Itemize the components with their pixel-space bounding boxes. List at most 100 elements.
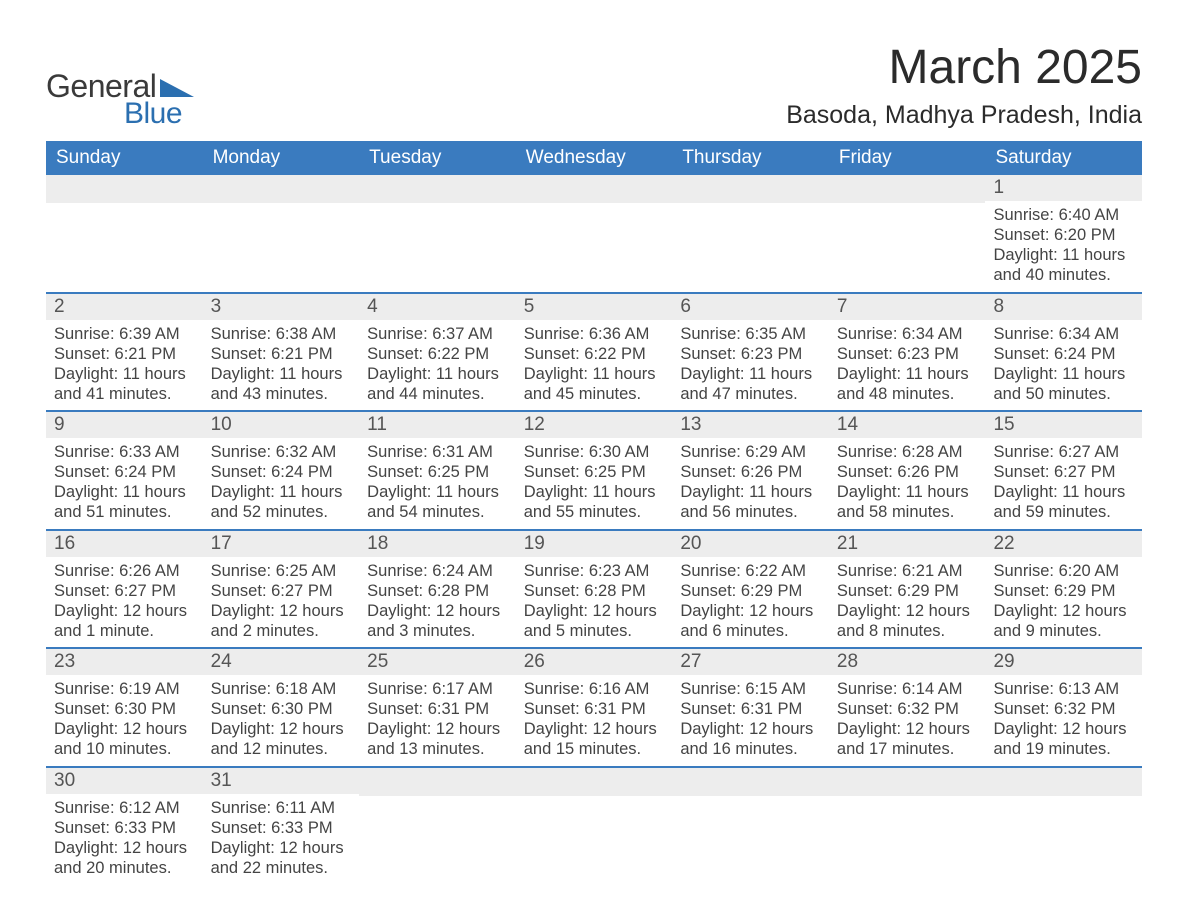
sunset-text: Sunset: 6:27 PM [993, 462, 1134, 482]
daylight-line2: and 20 minutes. [54, 858, 195, 878]
sunset-text: Sunset: 6:27 PM [211, 581, 352, 601]
day-number: 22 [985, 531, 1142, 557]
day-cell: 23Sunrise: 6:19 AMSunset: 6:30 PMDayligh… [46, 649, 203, 766]
sunset-text: Sunset: 6:21 PM [54, 344, 195, 364]
day-details: Sunrise: 6:40 AMSunset: 6:20 PMDaylight:… [985, 201, 1142, 292]
sunrise-text: Sunrise: 6:32 AM [211, 442, 352, 462]
sunrise-text: Sunrise: 6:14 AM [837, 679, 978, 699]
week-row: 2Sunrise: 6:39 AMSunset: 6:21 PMDaylight… [46, 292, 1142, 411]
sunrise-text: Sunrise: 6:12 AM [54, 798, 195, 818]
daylight-line2: and 50 minutes. [993, 384, 1134, 404]
day-details: Sunrise: 6:25 AMSunset: 6:27 PMDaylight:… [203, 557, 360, 648]
sunset-text: Sunset: 6:32 PM [993, 699, 1134, 719]
sunrise-text: Sunrise: 6:31 AM [367, 442, 508, 462]
day-number [829, 768, 986, 796]
sunrise-text: Sunrise: 6:28 AM [837, 442, 978, 462]
sunset-text: Sunset: 6:30 PM [211, 699, 352, 719]
daylight-line1: Daylight: 11 hours [211, 482, 352, 502]
daylight-line1: Daylight: 12 hours [680, 601, 821, 621]
daylight-line1: Daylight: 11 hours [54, 364, 195, 384]
sunset-text: Sunset: 6:28 PM [367, 581, 508, 601]
weekday-header-cell: Wednesday [516, 141, 673, 175]
sunset-text: Sunset: 6:20 PM [993, 225, 1134, 245]
day-cell: 28Sunrise: 6:14 AMSunset: 6:32 PMDayligh… [829, 649, 986, 766]
sunset-text: Sunset: 6:23 PM [680, 344, 821, 364]
daylight-line2: and 19 minutes. [993, 739, 1134, 759]
day-number: 23 [46, 649, 203, 675]
day-cell: 4Sunrise: 6:37 AMSunset: 6:22 PMDaylight… [359, 294, 516, 411]
day-number [359, 175, 516, 203]
daylight-line1: Daylight: 11 hours [680, 482, 821, 502]
daylight-line1: Daylight: 11 hours [54, 482, 195, 502]
day-details: Sunrise: 6:24 AMSunset: 6:28 PMDaylight:… [359, 557, 516, 648]
sunset-text: Sunset: 6:31 PM [367, 699, 508, 719]
daylight-line2: and 13 minutes. [367, 739, 508, 759]
day-details: Sunrise: 6:23 AMSunset: 6:28 PMDaylight:… [516, 557, 673, 648]
daylight-line1: Daylight: 12 hours [993, 601, 1134, 621]
day-details: Sunrise: 6:14 AMSunset: 6:32 PMDaylight:… [829, 675, 986, 766]
day-number: 20 [672, 531, 829, 557]
day-number [359, 768, 516, 796]
day-cell: 15Sunrise: 6:27 AMSunset: 6:27 PMDayligh… [985, 412, 1142, 529]
day-number: 31 [203, 768, 360, 794]
daylight-line1: Daylight: 11 hours [367, 364, 508, 384]
sunset-text: Sunset: 6:22 PM [524, 344, 665, 364]
daylight-line1: Daylight: 12 hours [54, 838, 195, 858]
daylight-line1: Daylight: 12 hours [837, 601, 978, 621]
daylight-line2: and 43 minutes. [211, 384, 352, 404]
sunset-text: Sunset: 6:21 PM [211, 344, 352, 364]
daylight-line2: and 3 minutes. [367, 621, 508, 641]
day-number: 10 [203, 412, 360, 438]
day-details: Sunrise: 6:20 AMSunset: 6:29 PMDaylight:… [985, 557, 1142, 648]
week-row: 16Sunrise: 6:26 AMSunset: 6:27 PMDayligh… [46, 529, 1142, 648]
day-details: Sunrise: 6:28 AMSunset: 6:26 PMDaylight:… [829, 438, 986, 529]
daylight-line2: and 52 minutes. [211, 502, 352, 522]
day-cell: 24Sunrise: 6:18 AMSunset: 6:30 PMDayligh… [203, 649, 360, 766]
sunset-text: Sunset: 6:29 PM [993, 581, 1134, 601]
daylight-line2: and 41 minutes. [54, 384, 195, 404]
day-cell: 22Sunrise: 6:20 AMSunset: 6:29 PMDayligh… [985, 531, 1142, 648]
day-number: 5 [516, 294, 673, 320]
day-details: Sunrise: 6:18 AMSunset: 6:30 PMDaylight:… [203, 675, 360, 766]
sunset-text: Sunset: 6:28 PM [524, 581, 665, 601]
daylight-line2: and 1 minute. [54, 621, 195, 641]
day-cell: 21Sunrise: 6:21 AMSunset: 6:29 PMDayligh… [829, 531, 986, 648]
day-number: 29 [985, 649, 1142, 675]
sunrise-text: Sunrise: 6:24 AM [367, 561, 508, 581]
daylight-line2: and 9 minutes. [993, 621, 1134, 641]
sunrise-text: Sunrise: 6:38 AM [211, 324, 352, 344]
weekday-header-cell: Monday [203, 141, 360, 175]
logo: General Blue [46, 40, 194, 131]
day-number [203, 175, 360, 203]
day-cell: 3Sunrise: 6:38 AMSunset: 6:21 PMDaylight… [203, 294, 360, 411]
sunset-text: Sunset: 6:25 PM [524, 462, 665, 482]
day-details: Sunrise: 6:36 AMSunset: 6:22 PMDaylight:… [516, 320, 673, 411]
sunset-text: Sunset: 6:29 PM [680, 581, 821, 601]
daylight-line1: Daylight: 12 hours [524, 601, 665, 621]
week-row: 30Sunrise: 6:12 AMSunset: 6:33 PMDayligh… [46, 766, 1142, 885]
sunrise-text: Sunrise: 6:39 AM [54, 324, 195, 344]
weekday-header-row: SundayMondayTuesdayWednesdayThursdayFrid… [46, 141, 1142, 175]
weekday-header-cell: Saturday [985, 141, 1142, 175]
daylight-line2: and 6 minutes. [680, 621, 821, 641]
day-cell [985, 768, 1142, 885]
daylight-line1: Daylight: 11 hours [524, 482, 665, 502]
sunset-text: Sunset: 6:24 PM [54, 462, 195, 482]
sunrise-text: Sunrise: 6:21 AM [837, 561, 978, 581]
day-details: Sunrise: 6:11 AMSunset: 6:33 PMDaylight:… [203, 794, 360, 885]
sunset-text: Sunset: 6:27 PM [54, 581, 195, 601]
day-number: 21 [829, 531, 986, 557]
sunrise-text: Sunrise: 6:17 AM [367, 679, 508, 699]
day-details: Sunrise: 6:21 AMSunset: 6:29 PMDaylight:… [829, 557, 986, 648]
day-details: Sunrise: 6:12 AMSunset: 6:33 PMDaylight:… [46, 794, 203, 885]
day-details: Sunrise: 6:29 AMSunset: 6:26 PMDaylight:… [672, 438, 829, 529]
day-number [985, 768, 1142, 796]
daylight-line1: Daylight: 12 hours [993, 719, 1134, 739]
daylight-line2: and 8 minutes. [837, 621, 978, 641]
daylight-line2: and 56 minutes. [680, 502, 821, 522]
sunset-text: Sunset: 6:31 PM [524, 699, 665, 719]
sunset-text: Sunset: 6:24 PM [993, 344, 1134, 364]
weekday-header-cell: Friday [829, 141, 986, 175]
day-cell [46, 175, 203, 292]
day-details: Sunrise: 6:13 AMSunset: 6:32 PMDaylight:… [985, 675, 1142, 766]
